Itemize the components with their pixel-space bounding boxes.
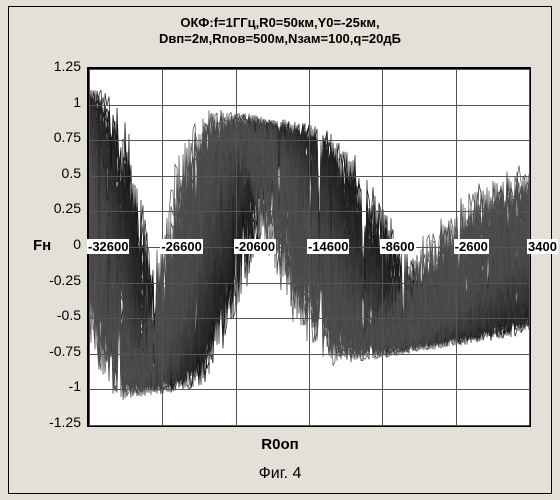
x-tick-label: -14600 xyxy=(307,239,349,254)
y-tick-label: 1 xyxy=(31,94,81,110)
figure-frame: ОКФ:f=1ГГц,R0=50км,Y0=-25км, Dвп=2м,Rпов… xyxy=(8,6,552,494)
x-tick-label: -8600 xyxy=(380,239,415,254)
gridline-horizontal xyxy=(89,425,529,426)
y-tick-label: -0.5 xyxy=(31,307,81,323)
figure-caption: Фиг. 4 xyxy=(9,465,551,483)
plot-area: -32600-26600-20600-14600-8600-26003400 xyxy=(87,67,531,427)
y-tick-label: 1.25 xyxy=(31,58,81,74)
x-tick-label: -26600 xyxy=(160,239,202,254)
title-line-2: Dвп=2м,Rпов=500м,Nзам=100,q=20дБ xyxy=(9,31,551,46)
x-tick-label: -2600 xyxy=(454,239,489,254)
y-tick-label: 0 xyxy=(31,236,81,252)
y-tick-label: -0.25 xyxy=(31,272,81,288)
y-tick-label: 0.75 xyxy=(31,129,81,145)
y-tick-label: -1 xyxy=(31,378,81,394)
x-axis-label: R0оп xyxy=(9,436,551,453)
y-tick-label: -0.75 xyxy=(31,343,81,359)
title-line-1: ОКФ:f=1ГГц,R0=50км,Y0=-25км, xyxy=(9,15,551,30)
x-tick-label: -32600 xyxy=(87,239,129,254)
y-tick-label: 0.25 xyxy=(31,200,81,216)
y-tick-label: -1.25 xyxy=(31,414,81,430)
x-tick-label: -20600 xyxy=(234,239,276,254)
y-tick-label: 0.5 xyxy=(31,165,81,181)
x-tick-label: 3400 xyxy=(527,239,558,254)
